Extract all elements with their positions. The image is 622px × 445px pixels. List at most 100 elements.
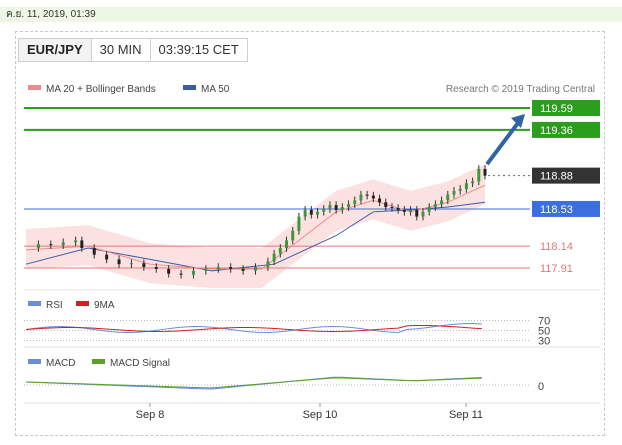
candle-body [483, 168, 487, 176]
candle-body [402, 209, 406, 212]
candle-body [117, 259, 121, 265]
candle-body [204, 268, 208, 271]
candle-body [285, 240, 289, 248]
candle-body [278, 248, 282, 254]
candle-body [316, 211, 320, 215]
level-label-118.88: 118.88 [540, 171, 573, 183]
macd-signal-legend-label: MACD Signal [110, 358, 170, 369]
projection-arrow [485, 117, 523, 166]
candle-body [49, 244, 53, 246]
macd-signal-line [25, 377, 482, 389]
candle-body [36, 244, 40, 248]
macd-zero-label: 0 [538, 381, 544, 393]
candle-body [334, 205, 338, 210]
symbol-label[interactable]: EUR/JPY [18, 38, 92, 62]
macd-legend-label: MACD [46, 358, 75, 369]
macd-signal-legend-swatch [92, 359, 105, 364]
x-tick-label: Sep 11 [449, 409, 483, 421]
rsi-ma-legend-label: 9MA [94, 300, 115, 311]
rsi-legend-swatch [28, 301, 41, 306]
candle-body [390, 207, 394, 209]
ma50-legend-swatch [183, 85, 196, 90]
candle-body [421, 211, 425, 217]
candle-body [309, 209, 313, 215]
timestamp: ค.ย. 11, 2019, 01:39 [6, 9, 96, 20]
chart-header: EUR/JPY 30 MIN 03:39:15 CET [18, 38, 248, 62]
source-label: Research © 2019 Trading Central [446, 84, 595, 95]
candle-body [433, 204, 437, 208]
candle-body [179, 273, 183, 275]
candle-body [353, 200, 357, 205]
candle-body [241, 268, 245, 271]
candle-body [74, 240, 78, 243]
candle-body [142, 263, 146, 268]
candle-body [266, 261, 270, 268]
candle-body [440, 200, 444, 205]
candle-body [396, 208, 400, 210]
candle-body [303, 209, 307, 217]
macd-line [25, 376, 482, 390]
projection-arrowhead [511, 114, 525, 128]
candle-body [80, 240, 84, 248]
candle-body [272, 253, 276, 262]
interval-label[interactable]: 30 MIN [91, 38, 151, 62]
candle-body [191, 270, 195, 275]
candle-body [384, 202, 388, 208]
ma50-legend-label: MA 50 [201, 84, 230, 95]
candle-body [254, 267, 257, 271]
chart-frame [15, 31, 605, 436]
candle-body [340, 207, 344, 210]
candle-body [452, 190, 456, 195]
candle-body [458, 188, 462, 191]
rsi-level-label: 70 [538, 316, 550, 328]
level-tag-119.59 [532, 100, 600, 116]
candle-body [471, 181, 475, 184]
rsi-ma-line [25, 325, 482, 333]
level-tag-118.88 [532, 167, 600, 184]
candle-body [365, 194, 369, 196]
candle-body [167, 268, 171, 274]
ma20-legend-swatch [28, 85, 41, 90]
macd-legend-swatch [28, 359, 41, 364]
rsi-level-label: 30 [538, 336, 550, 348]
candle-body [129, 263, 133, 265]
level-label-119.36: 119.36 [540, 125, 573, 137]
candle-body [415, 209, 419, 217]
candle-body [322, 208, 326, 212]
candle-body [378, 198, 382, 203]
candle-body [105, 254, 109, 260]
timestamp-bar: ค.ย. 11, 2019, 01:39 [0, 7, 622, 22]
candle-body [409, 209, 413, 212]
level-label-117.91: 117.91 [540, 263, 573, 275]
candle-body [297, 216, 301, 231]
candle-body [464, 183, 468, 189]
candle-body [61, 242, 65, 246]
candle-body [427, 207, 431, 212]
candle-body [92, 248, 96, 255]
x-axis: Sep 8 Sep 10 Sep 11 [136, 403, 483, 421]
level-label-118.53: 118.53 [540, 204, 573, 216]
candle-body [371, 195, 375, 199]
bollinger-band [26, 164, 485, 288]
rsi-level-label: 50 [538, 326, 550, 338]
candle-body [216, 267, 220, 269]
time-label: 03:39:15 CET [150, 38, 248, 62]
candle-body [359, 194, 363, 201]
rsi-ma-legend-swatch [76, 301, 89, 306]
candle-body [291, 230, 295, 241]
candle-body [446, 194, 450, 201]
rsi-legend-label: RSI [46, 300, 63, 311]
candle-body [347, 204, 351, 208]
x-tick-label: Sep 10 [303, 409, 338, 421]
rsi-line [25, 323, 482, 334]
level-tag-118.53 [532, 200, 600, 217]
candle-body [154, 267, 158, 269]
level-label-118.14: 118.14 [540, 241, 573, 253]
candle-body [229, 267, 233, 269]
x-tick-label: Sep 8 [136, 409, 165, 421]
price-panel: 119.59 119.36 118.88 118.53 118.14 117.91 [24, 100, 600, 288]
ma20-legend-label: MA 20 + Bollinger Bands [46, 84, 156, 95]
candle-body [328, 205, 332, 209]
